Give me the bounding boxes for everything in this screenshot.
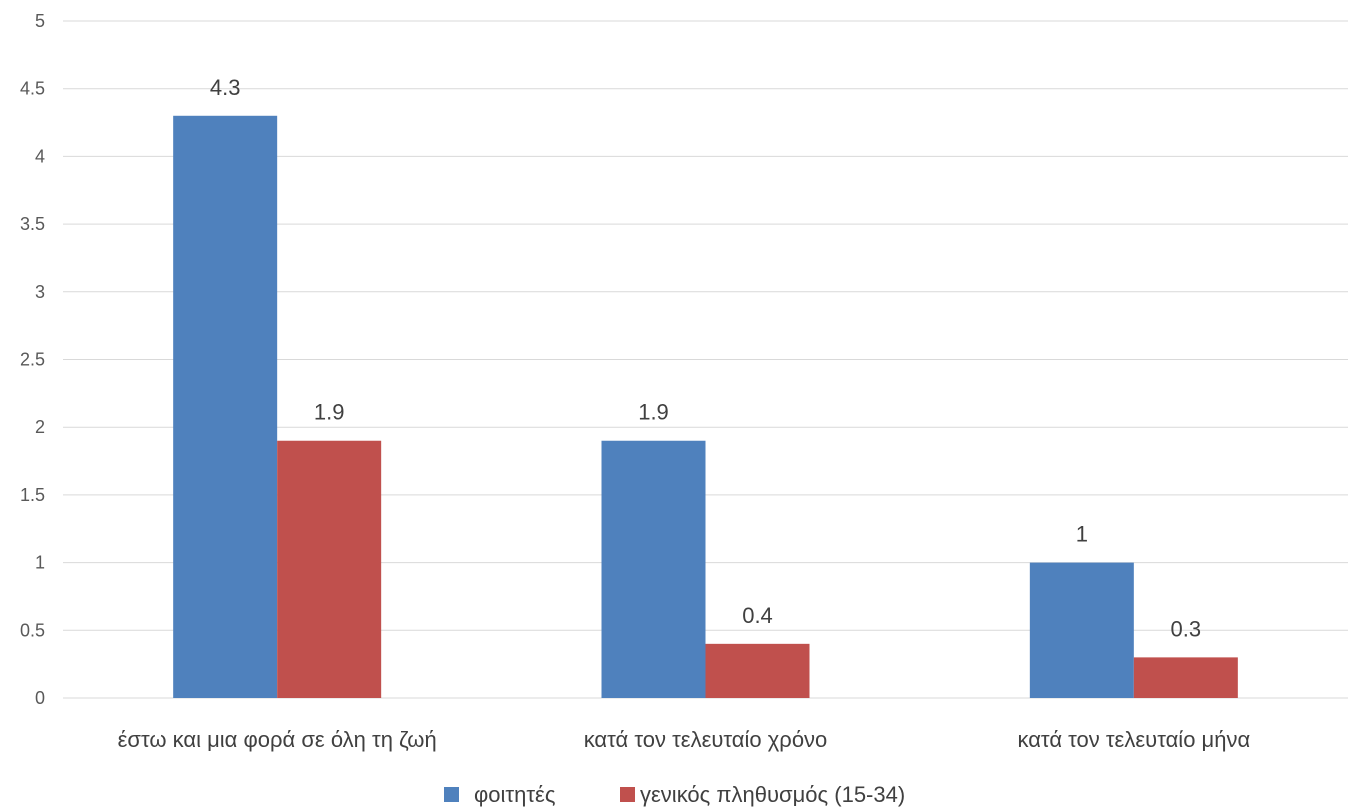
- legend-label: φοιτητές: [474, 782, 555, 807]
- legend-swatch: [620, 787, 635, 802]
- y-tick-label: 4.5: [20, 79, 45, 99]
- x-category-label: κατά τον τελευταίο μήνα: [1017, 727, 1250, 752]
- legend-label: γενικός πληθυσμός (15-34): [640, 782, 905, 807]
- y-axis-tick-labels: 0 0.5 1 1.5 2 2.5 3 3.5 4 4.5 5: [20, 11, 45, 708]
- y-tick-label: 1.5: [20, 485, 45, 505]
- y-tick-label: 5: [35, 11, 45, 31]
- legend: φοιτητές γενικός πληθυσμός (15-34): [444, 782, 905, 807]
- y-tick-label: 2.5: [20, 350, 45, 370]
- data-label: 1.9: [314, 400, 345, 425]
- y-tick-label: 1: [35, 553, 45, 573]
- bar-students: [601, 440, 706, 698]
- y-tick-label: 3.5: [20, 214, 45, 234]
- data-label: 0.3: [1171, 616, 1202, 641]
- x-axis-category-labels: έστω και μια φορά σε όλη τη ζωή κατά τον …: [118, 727, 1251, 752]
- data-label: 1: [1076, 522, 1088, 547]
- x-category-label: κατά τον τελευταίο χρόνο: [584, 727, 828, 752]
- data-labels: 4.3 1.9 1.9 0.4 1 0.3: [210, 75, 1201, 642]
- y-tick-label: 0: [35, 688, 45, 708]
- y-tick-label: 0.5: [20, 620, 45, 640]
- data-label: 0.4: [742, 603, 773, 628]
- bar-students: [1029, 562, 1134, 698]
- data-label: 4.3: [210, 75, 241, 100]
- y-tick-label: 4: [35, 146, 45, 166]
- bar-general-population: [277, 440, 382, 698]
- bar-general-population: [705, 643, 810, 698]
- bar-students: [173, 115, 278, 698]
- y-tick-label: 2: [35, 417, 45, 437]
- x-category-label: έστω και μια φορά σε όλη τη ζωή: [118, 727, 437, 752]
- bar-general-population: [1133, 657, 1238, 698]
- data-label: 1.9: [638, 400, 669, 425]
- y-tick-label: 3: [35, 282, 45, 302]
- bars: [173, 115, 1238, 698]
- legend-swatch: [444, 787, 459, 802]
